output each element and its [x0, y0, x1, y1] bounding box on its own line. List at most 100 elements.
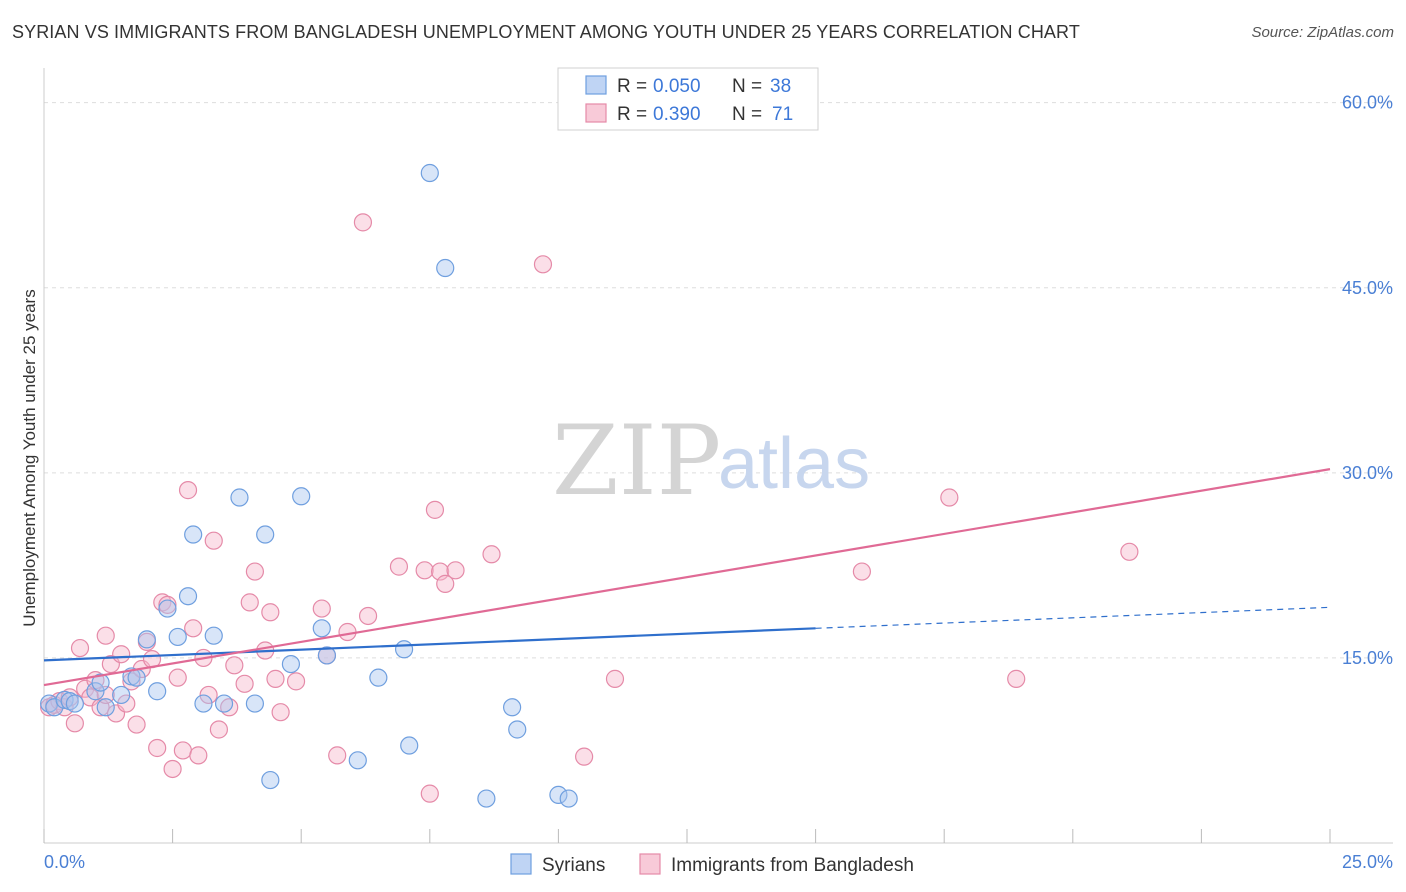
trend-lines	[43, 468, 1331, 687]
y-tick-label: 15.0%	[1342, 648, 1393, 668]
bangladesh-point	[189, 746, 208, 765]
legend-r-value-syrians: 0.050	[653, 76, 701, 97]
syrian-point	[178, 587, 198, 606]
syrian-point	[137, 630, 156, 649]
syrian-point	[348, 751, 367, 770]
bangladesh-point	[358, 606, 378, 626]
syrian-point	[214, 694, 234, 713]
series-legend-swatch-bangladesh	[639, 853, 661, 875]
bangladesh-point	[235, 674, 254, 693]
syrian-point	[261, 770, 280, 790]
syrian-point	[230, 488, 249, 507]
bangladesh-point	[286, 672, 306, 691]
bangladesh-point	[852, 562, 871, 581]
syrian-point	[549, 785, 568, 804]
source-credit: Source: ZipAtlas.com	[1251, 24, 1394, 41]
bangladesh-point	[245, 562, 265, 581]
series-legend-swatch-syrians	[510, 853, 532, 875]
bangladesh-point	[209, 720, 228, 739]
watermark-atlas-text: atlas	[718, 424, 870, 504]
syrian-point	[91, 673, 110, 692]
bangladesh-point	[178, 481, 198, 500]
syrian-point	[436, 258, 455, 278]
bangladesh-point	[127, 715, 146, 734]
bangladesh-point	[420, 784, 439, 803]
legend-swatch-syrians	[585, 75, 607, 95]
bangladesh-point	[940, 488, 959, 507]
syrian-point	[194, 694, 213, 713]
syrians-trend-line	[43, 627, 816, 662]
bangladesh-point	[199, 685, 218, 705]
legend-r-value-bangladesh: 0.390	[653, 104, 701, 125]
syrian-point	[369, 668, 388, 687]
syrian-point	[420, 163, 439, 183]
bangladesh-point	[271, 703, 290, 722]
syrian-point	[86, 682, 105, 701]
syrian-point	[312, 619, 331, 638]
bangladesh-point	[389, 557, 409, 576]
syrian-point	[204, 626, 223, 645]
legend-n-label-bangladesh: N =	[732, 104, 762, 125]
series-legend-label-bangladesh: Immigrants from Bangladesh	[671, 855, 914, 876]
legend-r-label-bangladesh: R =	[617, 104, 647, 125]
bangladesh-point	[65, 714, 84, 733]
bangladesh-point	[204, 531, 223, 550]
bangladesh-point	[328, 746, 347, 765]
syrian-point	[292, 487, 311, 506]
x-tick-label-max: 25.0%	[1342, 852, 1393, 872]
series-legend-label-syrians: Syrians	[542, 855, 605, 876]
bangladesh-point	[266, 669, 285, 688]
syrians-trend-extension	[815, 606, 1331, 629]
correlation-legend: R = 0.050 N = 38 R = 0.390 N = 71	[557, 67, 819, 131]
bangladesh-point	[533, 255, 553, 274]
syrian-point	[158, 599, 177, 618]
bangladesh-point	[415, 561, 434, 580]
bangladesh-trend-line	[43, 468, 1331, 687]
bangladesh-point	[605, 669, 625, 688]
syrian-point	[508, 720, 527, 739]
bangladesh-point	[425, 500, 445, 519]
bangladesh-point	[117, 694, 136, 713]
bangladesh-point	[163, 759, 182, 779]
legend-n-value-bangladesh: 71	[772, 104, 793, 125]
watermark-zip-text: ZIP	[552, 405, 721, 517]
bangladesh-point	[240, 593, 259, 612]
syrian-point	[256, 525, 275, 544]
syrian-point	[559, 789, 578, 808]
syrian-point	[281, 654, 301, 674]
bangladesh-point	[112, 645, 131, 664]
bangladesh-point	[312, 599, 331, 618]
bangladesh-point	[225, 656, 244, 675]
bangladesh-point	[96, 626, 115, 645]
syrian-point	[168, 627, 187, 647]
y-tick-label: 30.0%	[1342, 463, 1393, 483]
bangladesh-point	[353, 213, 373, 232]
bangladesh-point	[184, 619, 203, 638]
legend-n-label-syrians: N =	[732, 76, 762, 97]
legend-r-label-syrians: R =	[617, 76, 647, 97]
syrian-point	[112, 685, 131, 705]
bangladesh-point	[70, 638, 90, 658]
syrian-point	[477, 789, 496, 808]
syrian-point	[400, 736, 419, 755]
bangladesh-point	[482, 545, 501, 564]
syrian-point	[184, 525, 203, 544]
syrian-point	[317, 646, 337, 665]
syrian-point	[245, 694, 265, 713]
y-tick-labels: 15.0% 30.0% 45.0% 60.0%	[1342, 93, 1393, 668]
syrian-points	[40, 163, 578, 808]
legend-n-value-syrians: 38	[770, 76, 791, 97]
x-tick-label-min: 0.0%	[44, 852, 85, 872]
bangladesh-point	[173, 741, 192, 760]
y-axis-label: Unemployment Among Youth under 25 years	[20, 289, 39, 626]
y-tick-label: 60.0%	[1342, 93, 1393, 113]
bangladesh-point	[436, 574, 455, 593]
syrian-point	[503, 698, 522, 717]
bangladesh-point	[446, 561, 465, 580]
bangladesh-point	[148, 738, 167, 758]
y-tick-label: 45.0%	[1342, 278, 1393, 298]
syrian-point	[127, 668, 146, 687]
syrian-point	[394, 640, 414, 659]
bangladesh-point	[1120, 542, 1139, 561]
